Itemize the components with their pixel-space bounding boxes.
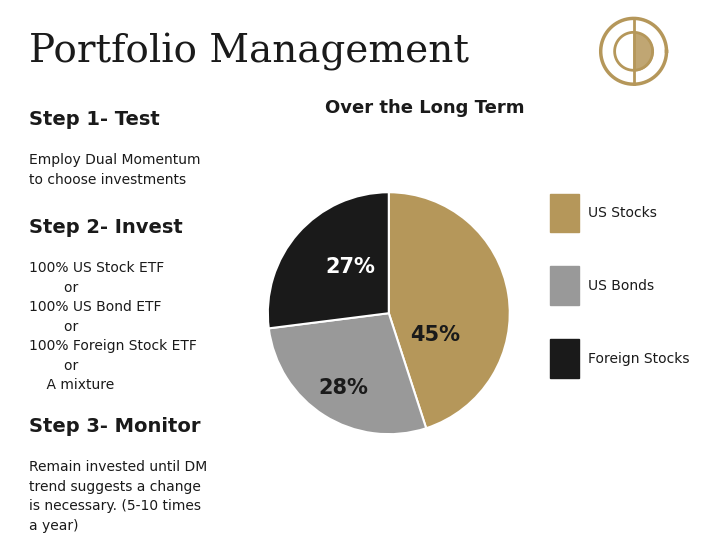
Text: US Bonds: US Bonds <box>588 279 654 293</box>
Wedge shape <box>268 192 389 328</box>
Text: Remain invested until DM
trend suggests a change
is necessary. (5-10 times
a yea: Remain invested until DM trend suggests … <box>29 460 207 532</box>
Text: 100% US Stock ETF
        or
100% US Bond ETF
        or
100% Foreign Stock ETF
: 100% US Stock ETF or 100% US Bond ETF or… <box>29 261 197 393</box>
Text: Step 1- Test: Step 1- Test <box>29 110 160 129</box>
Text: 28%: 28% <box>318 378 368 398</box>
FancyBboxPatch shape <box>550 194 579 232</box>
Text: Step 2- Invest: Step 2- Invest <box>29 218 183 237</box>
FancyBboxPatch shape <box>550 339 579 378</box>
Wedge shape <box>269 313 426 434</box>
Text: 27%: 27% <box>325 257 375 277</box>
Text: Portfolio Management: Portfolio Management <box>29 33 469 71</box>
Text: Employ Dual Momentum
to choose investments: Employ Dual Momentum to choose investmen… <box>29 153 200 187</box>
Text: Step 3- Monitor: Step 3- Monitor <box>29 417 200 436</box>
Text: 45%: 45% <box>410 325 460 345</box>
Text: Foreign Stocks: Foreign Stocks <box>588 352 690 366</box>
FancyBboxPatch shape <box>550 267 579 306</box>
Text: Over the Long Term: Over the Long Term <box>325 99 525 117</box>
Text: US Stocks: US Stocks <box>588 206 657 220</box>
Wedge shape <box>389 192 510 428</box>
